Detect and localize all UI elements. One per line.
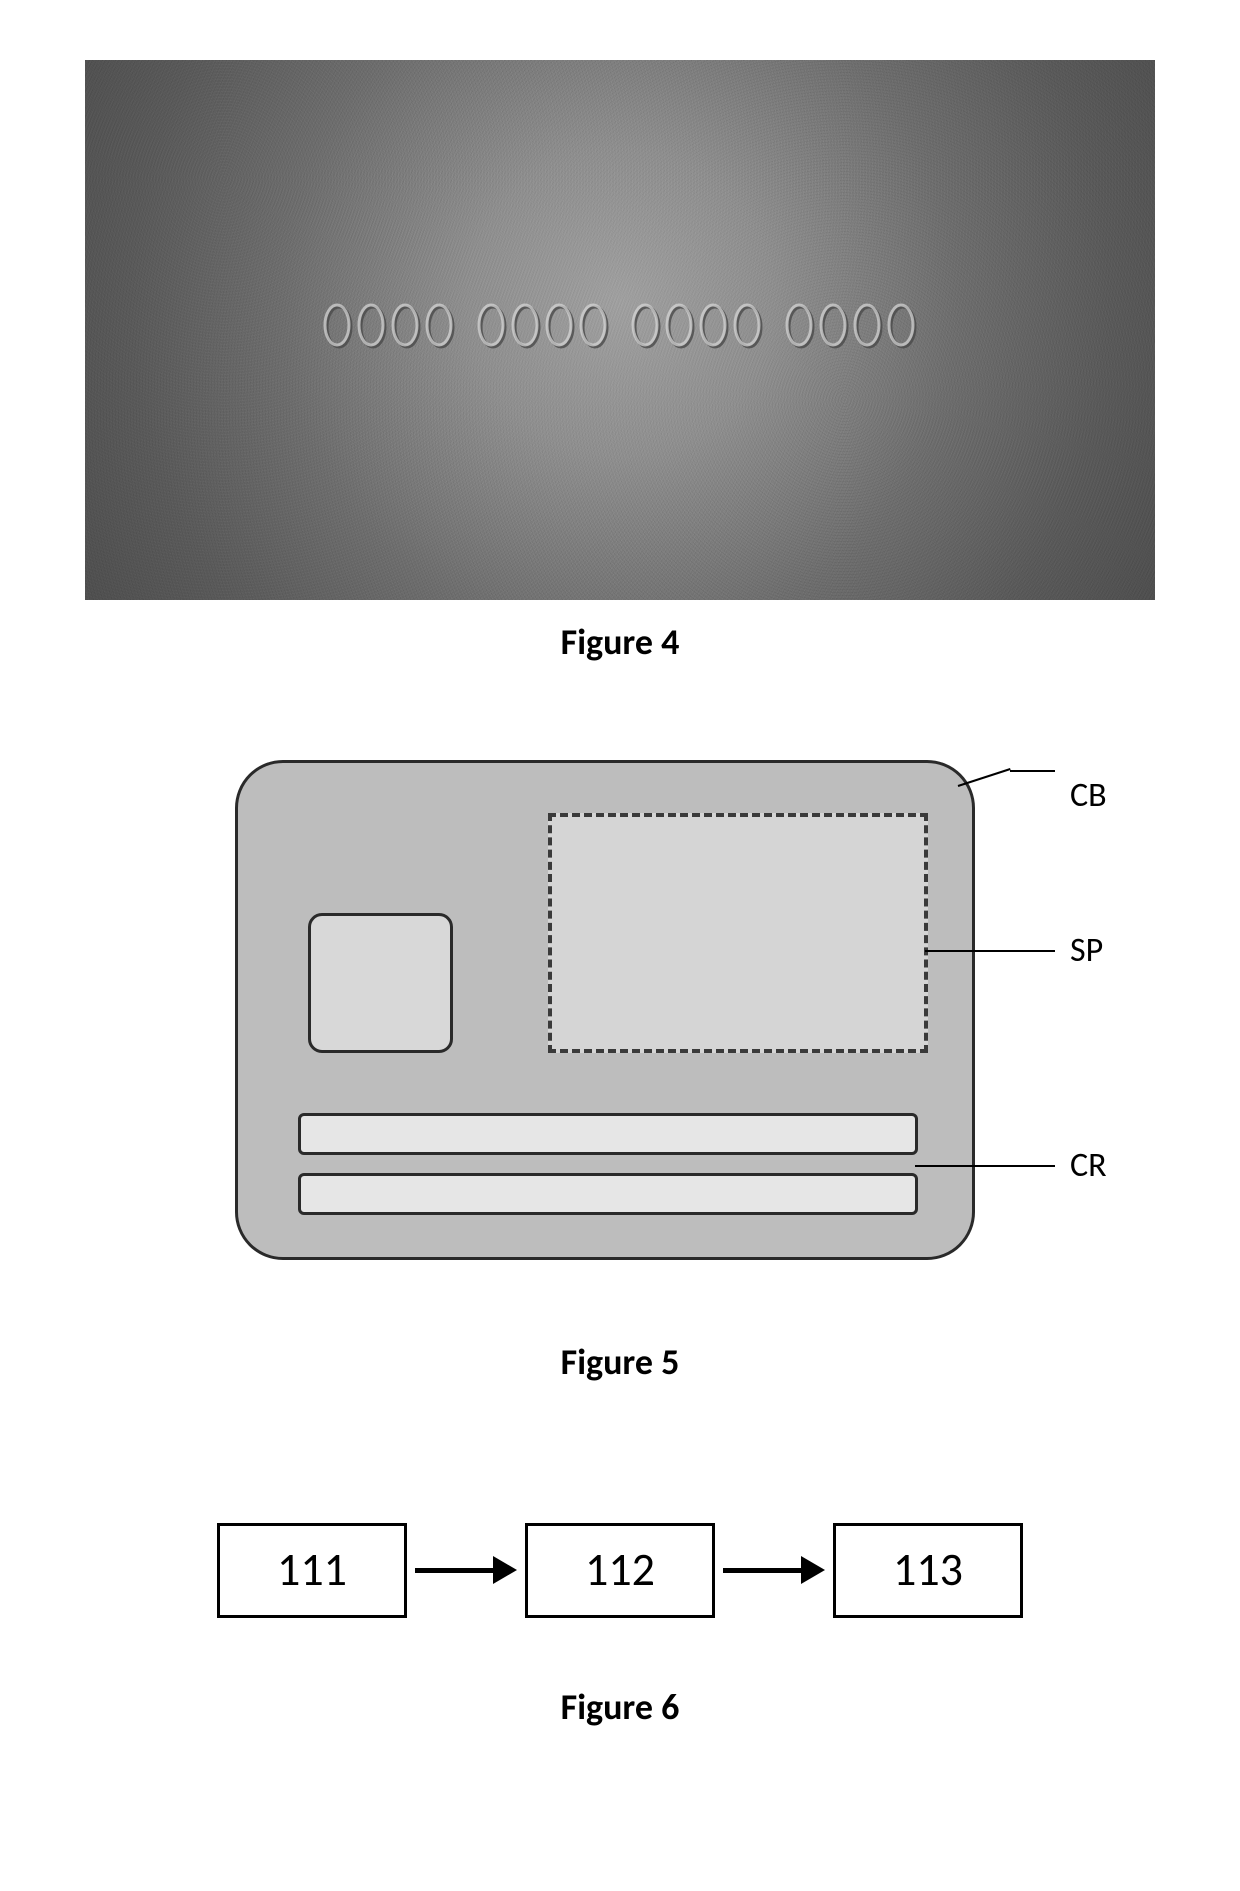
flow-box: 112 <box>525 1523 715 1618</box>
callout-label: CR <box>1070 1145 1107 1186</box>
callout-line <box>1010 770 1055 772</box>
figure-5-caption: Figure 5 <box>0 1340 1240 1384</box>
card-dashed-area <box>548 813 928 1053</box>
flow-box: 113 <box>833 1523 1023 1618</box>
embossed-group <box>631 303 763 349</box>
embossed-zero-icon <box>819 303 849 349</box>
embossed-number-row <box>85 303 1155 349</box>
embossed-zero-icon <box>785 303 815 349</box>
embossed-group <box>323 303 455 349</box>
callout-line <box>915 1165 1055 1167</box>
card-strip <box>298 1173 918 1215</box>
embossed-zero-icon <box>665 303 695 349</box>
figure-5: CB SP CR Figure 5 <box>0 760 1240 1384</box>
arrow-right-icon <box>723 1556 825 1584</box>
embossed-zero-icon <box>887 303 917 349</box>
embossed-zero-icon <box>425 303 455 349</box>
arrow-right-icon <box>415 1556 517 1584</box>
embossed-zero-icon <box>357 303 387 349</box>
flow-box: 111 <box>217 1523 407 1618</box>
embossed-zero-icon <box>545 303 575 349</box>
card-body <box>235 760 975 1260</box>
figure-6-row: 111 112 113 <box>0 1510 1240 1630</box>
embossed-zero-icon <box>631 303 661 349</box>
card-strip <box>298 1113 918 1155</box>
embossed-zero-icon <box>853 303 883 349</box>
embossed-zero-icon <box>733 303 763 349</box>
embossed-zero-icon <box>699 303 729 349</box>
figure-4: Figure 4 <box>85 60 1155 664</box>
embossed-zero-icon <box>323 303 353 349</box>
callout-line <box>958 768 1011 787</box>
embossed-zero-icon <box>579 303 609 349</box>
embossed-zero-icon <box>511 303 541 349</box>
callout-line <box>925 950 1055 952</box>
figure-6-caption: Figure 6 <box>0 1685 1240 1729</box>
callout-label: SP <box>1070 930 1103 971</box>
figure-5-stage: CB SP CR <box>0 760 1240 1300</box>
embossed-group <box>785 303 917 349</box>
figure-6: 111 112 113 Figure 6 <box>0 1510 1240 1729</box>
callout-label: CB <box>1070 775 1107 816</box>
card-chip <box>308 913 453 1053</box>
embossed-zero-icon <box>391 303 421 349</box>
embossed-group <box>477 303 609 349</box>
figure-4-panel <box>85 60 1155 600</box>
embossed-zero-icon <box>477 303 507 349</box>
figure-4-caption: Figure 4 <box>85 620 1155 664</box>
